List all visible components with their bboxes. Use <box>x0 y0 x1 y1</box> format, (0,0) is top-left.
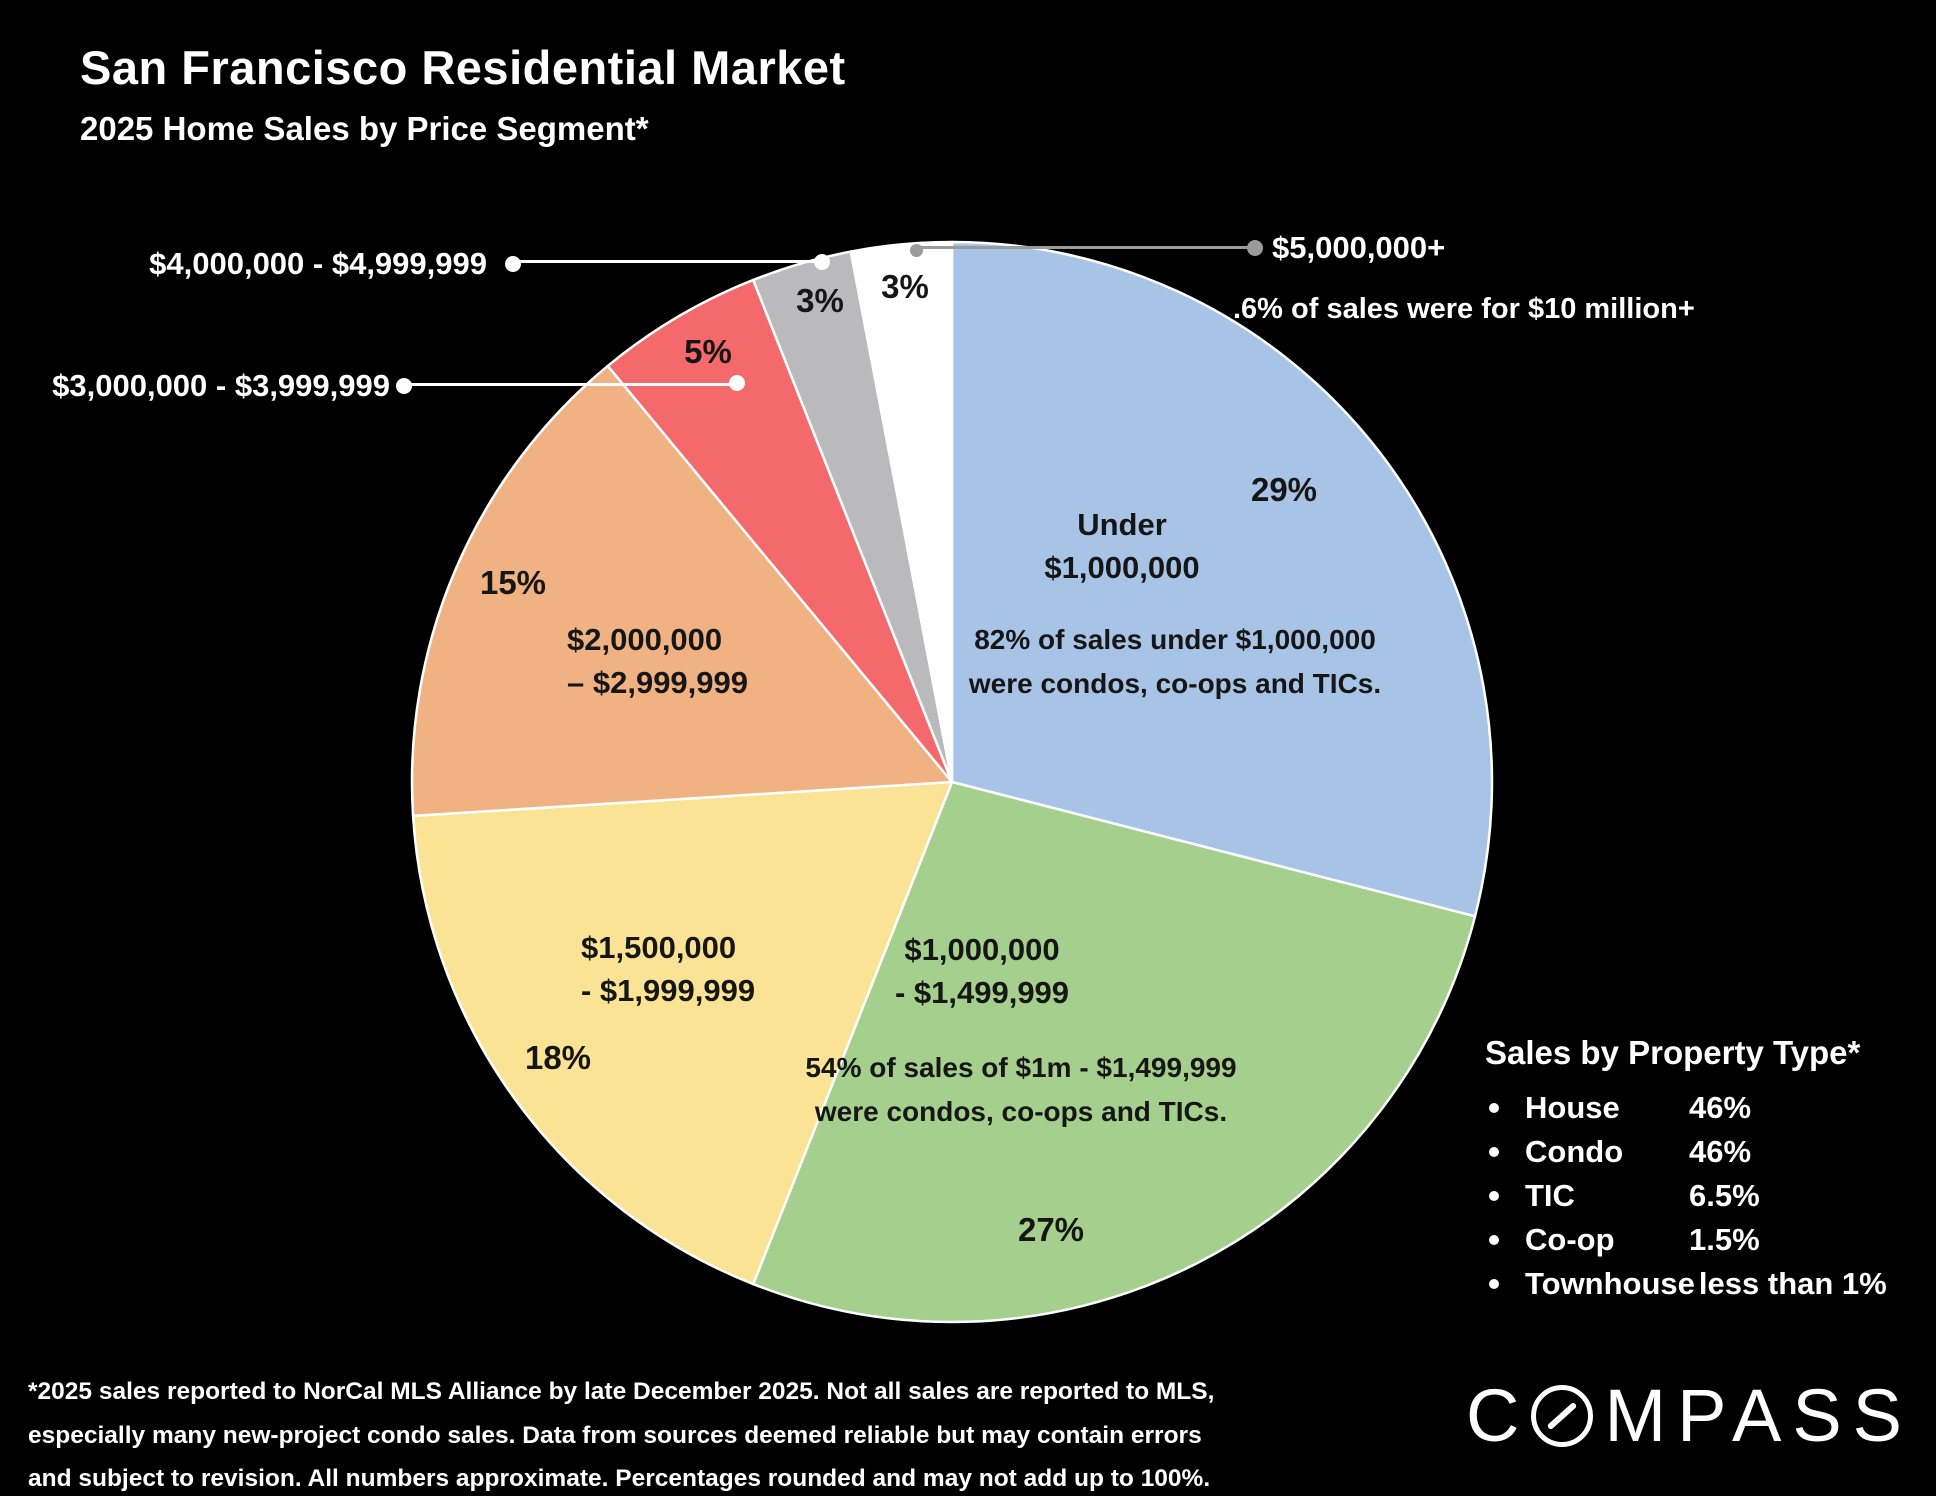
page-subtitle: 2025 Home Sales by Price Segment* <box>80 110 649 147</box>
note-line: were condos, co-ops and TICs. <box>814 1096 1228 1127</box>
legend-row-townhouse: Townhouse less than 1% <box>1485 1262 1936 1306</box>
callout-label-3m: $3,000,000 - $3,999,999 <box>52 368 390 403</box>
slice-label-2m-2999k: $2,000,000 – $2,999,999 <box>567 618 748 704</box>
slice-label-line: $1,000,000 <box>1044 550 1200 585</box>
callout-line <box>513 260 822 263</box>
legend-value: 1.5% <box>1689 1222 1760 1257</box>
callout-label-5m: $5,000,000+ <box>1272 230 1446 265</box>
slice-label-1m-1499k: $1,000,000 - $1,499,999 <box>895 928 1069 1014</box>
legend-title: Sales by Property Type* <box>1485 1034 1861 1071</box>
legend-name: Townhouse <box>1525 1266 1695 1301</box>
slice-pct-2m-2999k: 15% <box>479 564 547 601</box>
pie-slice-3 <box>410 364 954 818</box>
callout-dot <box>505 256 521 272</box>
bullet-icon <box>1489 1279 1499 1289</box>
needle-glyph <box>1547 1401 1578 1431</box>
legend-name: Co-op <box>1525 1222 1615 1257</box>
pie-slice-1 <box>751 780 1477 1324</box>
logo-letters: MPASS <box>1604 1374 1914 1457</box>
note-10m-plus: .6% of sales were for $10 million+ <box>1233 293 1695 325</box>
footnote-line: and subject to revision. All numbers app… <box>28 1465 1211 1492</box>
legend-value: less than 1% <box>1698 1266 1887 1301</box>
slice-label-line: $2,000,000 <box>567 622 723 657</box>
slice-label-under-1m: Under $1,000,000 <box>1044 503 1199 589</box>
slice-pct-1500k-1999k: 18% <box>524 1039 592 1076</box>
footnote: *2025 sales reported to NorCal MLS Allia… <box>28 1370 1214 1496</box>
legend-name: House <box>1525 1090 1620 1125</box>
bullet-icon <box>1489 1147 1499 1157</box>
slice-label-line: - $1,499,999 <box>894 975 1070 1010</box>
bullet-icon <box>1489 1103 1499 1113</box>
compass-needle-o-icon <box>1531 1385 1594 1447</box>
slice-label-line: Under <box>1077 507 1167 542</box>
callout-line <box>917 246 1255 249</box>
logo-letter: C <box>1466 1374 1531 1457</box>
callout-label-4m: $4,000,000 - $4,999,999 <box>149 246 487 281</box>
callout-dot <box>729 375 745 391</box>
note-line: 82% of sales under $1,000,000 <box>974 624 1376 655</box>
legend-value: 46% <box>1689 1090 1752 1125</box>
pie-slice-2 <box>411 780 954 1286</box>
note-line: were condos, co-ops and TICs. <box>968 668 1382 699</box>
slice-label-1500k-1999k: $1,500,000 - $1,999,999 <box>581 926 755 1012</box>
callout-dot <box>814 254 830 270</box>
callout-line <box>404 383 737 386</box>
slice-pct-5m-plus: 3% <box>881 268 929 305</box>
property-type-legend: Sales by Property Type* House 46% Condo … <box>1485 1034 1936 1306</box>
note-line: 54% of sales of $1m - $1,499,999 <box>805 1052 1237 1083</box>
slice-pct-1m-1499k: 27% <box>1017 1211 1085 1248</box>
bullet-icon <box>1489 1235 1499 1245</box>
legend-row-house: House 46% <box>1485 1086 1936 1130</box>
slice-pct-4m-4999k: 3% <box>796 282 844 319</box>
slice-label-line: – $2,999,999 <box>567 665 749 700</box>
footnote-line: especially many new-project condo sales.… <box>28 1421 1202 1449</box>
legend-name: TIC <box>1525 1178 1575 1213</box>
callout-dot <box>1247 240 1263 256</box>
bullet-icon <box>1489 1191 1499 1201</box>
legend-value: 46% <box>1689 1134 1752 1169</box>
legend-name: Condo <box>1525 1134 1624 1169</box>
legend-row-condo: Condo 46% <box>1485 1130 1936 1174</box>
slice-label-line: $1,500,000 <box>581 930 737 965</box>
note-under-1m: 82% of sales under $1,000,000 were condo… <box>969 618 1381 706</box>
compass-logo: C MPASS <box>1466 1378 1913 1454</box>
slice-label-line: $1,000,000 <box>904 932 1060 967</box>
slice-pct-under-1m: 29% <box>1250 471 1318 508</box>
callout-dot <box>396 378 412 394</box>
note-1m-1499k: 54% of sales of $1m - $1,499,999 were co… <box>805 1046 1236 1134</box>
legend-row-tic: TIC 6.5% <box>1485 1174 1936 1218</box>
pie-slice-0 <box>950 240 1494 918</box>
legend-row-coop: Co-op 1.5% <box>1485 1218 1936 1262</box>
pie-chart-svg <box>410 240 1494 1324</box>
page-title: San Francisco Residential Market <box>80 41 846 94</box>
slice-pct-3m-3999k: 5% <box>684 333 732 370</box>
footnote-line: *2025 sales reported to NorCal MLS Allia… <box>28 1378 1215 1405</box>
pie-slice-4 <box>606 278 954 784</box>
legend-value: 6.5% <box>1689 1178 1760 1213</box>
pie-chart <box>404 234 1500 1330</box>
pie-slice-6 <box>849 240 954 784</box>
slice-label-line: - $1,999,999 <box>581 973 756 1008</box>
